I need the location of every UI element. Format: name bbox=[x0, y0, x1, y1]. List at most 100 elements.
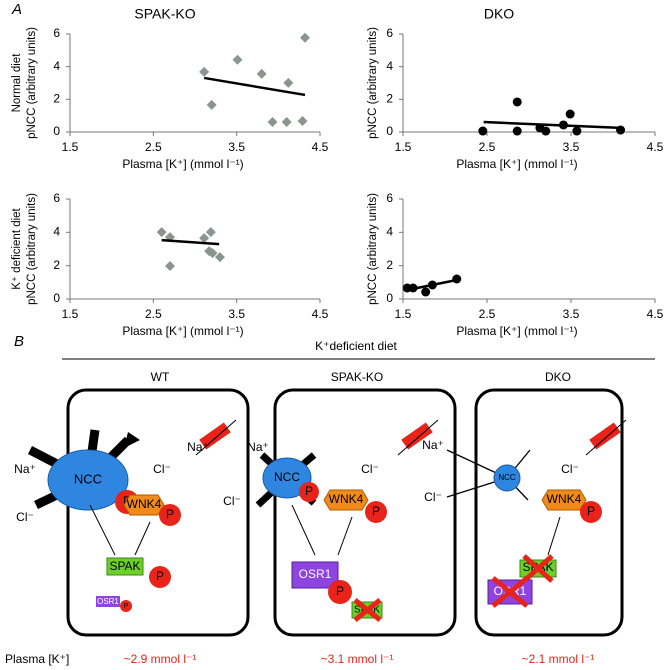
wnk4 bbox=[323, 489, 369, 511]
x-axis-label: Plasma [K⁺] (mmol l⁻¹) bbox=[122, 157, 243, 171]
x-tick-label: 4.5 bbox=[312, 140, 329, 154]
y-tick-label: 6 bbox=[53, 191, 60, 205]
point bbox=[572, 126, 582, 136]
trendline bbox=[203, 76, 306, 97]
x-tick-label: 1.5 bbox=[62, 307, 79, 321]
condition: K⁺deficient diet bbox=[315, 339, 397, 353]
x-tick-label: 1.5 bbox=[395, 307, 412, 321]
point bbox=[512, 126, 522, 136]
ion: Cl⁻ bbox=[361, 462, 379, 476]
point bbox=[300, 32, 310, 43]
wnk4 bbox=[123, 494, 165, 516]
y-axis-label: pNCC (arbitrary units) bbox=[367, 193, 379, 305]
wnk4 bbox=[541, 489, 587, 511]
protein-label: OSR1 bbox=[97, 597, 119, 606]
ion: Cl⁻ bbox=[424, 490, 442, 504]
point bbox=[215, 252, 225, 263]
x-tick-label: 2.5 bbox=[479, 140, 496, 154]
phospho bbox=[159, 504, 181, 526]
diagram: B K⁺deficient diet WT SPAK-KO DKO NCC P … bbox=[5, 333, 655, 666]
point bbox=[512, 97, 522, 107]
ion: Na⁺ bbox=[14, 462, 36, 476]
row-label: Plasma [K⁺] bbox=[5, 652, 69, 666]
cell bbox=[66, 388, 250, 637]
x-axis-label: Plasma [K⁺] (mmol l⁻¹) bbox=[122, 324, 243, 338]
x-tick-label: 3.5 bbox=[228, 307, 245, 321]
protein-label: NCC bbox=[274, 470, 300, 484]
plasma-k: ~2.9 mmol l⁻¹ bbox=[124, 652, 197, 666]
phospho bbox=[149, 566, 171, 588]
ion: Na⁺ bbox=[422, 438, 444, 452]
channel bbox=[199, 422, 231, 450]
protein-label: WNK4 bbox=[329, 492, 364, 506]
protein-label: NCC bbox=[74, 471, 102, 486]
ion: Cl⁻ bbox=[153, 462, 171, 476]
point bbox=[281, 117, 292, 128]
phospho bbox=[328, 580, 352, 604]
arrow bbox=[134, 521, 151, 556]
channel bbox=[589, 422, 621, 450]
arrow bbox=[547, 516, 561, 556]
arrow-head bbox=[124, 432, 140, 448]
point bbox=[256, 68, 267, 79]
arrow bbox=[195, 419, 237, 456]
y-tick-label: 4 bbox=[386, 59, 393, 73]
x-tick-label: 3.5 bbox=[563, 307, 580, 321]
y-axis-label: pNCC (arbitrary units) bbox=[26, 193, 38, 305]
phospho-label: P bbox=[587, 504, 595, 518]
trendline bbox=[406, 278, 458, 292]
osr1 bbox=[487, 579, 533, 605]
panel-label: B bbox=[14, 333, 24, 350]
x-tick-label: 4.5 bbox=[647, 307, 664, 321]
point bbox=[207, 248, 218, 259]
protein-label: NCC bbox=[498, 473, 516, 482]
spak bbox=[106, 557, 144, 576]
cell bbox=[273, 388, 457, 637]
ion: Cl⁻ bbox=[16, 510, 34, 524]
x-axis-label: Plasma [K⁺] (mmol l⁻¹) bbox=[456, 324, 577, 338]
row-label: Normal diet bbox=[11, 53, 23, 113]
ncc bbox=[493, 464, 521, 492]
knockout-cross bbox=[353, 598, 382, 622]
x-tick-label: 1.5 bbox=[395, 140, 412, 154]
cell bbox=[474, 388, 624, 637]
point bbox=[165, 261, 175, 271]
x-tick-label: 4.5 bbox=[312, 307, 329, 321]
x-tick-label: 3.5 bbox=[563, 140, 580, 154]
point bbox=[478, 126, 488, 136]
ncc bbox=[47, 449, 129, 511]
y-axis-label: pNCC (arbitrary units) bbox=[367, 27, 379, 139]
phospho-label: P bbox=[166, 507, 174, 521]
point bbox=[565, 109, 575, 119]
protein-label: OSR1 bbox=[299, 567, 332, 581]
point bbox=[199, 66, 210, 77]
ion: Cl⁻ bbox=[561, 462, 579, 476]
point bbox=[206, 99, 217, 110]
knockout-cross bbox=[522, 554, 554, 583]
y-axis-label: pNCC (arbitrary units) bbox=[26, 27, 38, 139]
x-tick-label: 2.5 bbox=[145, 140, 162, 154]
y-tick-label: 2 bbox=[386, 92, 393, 106]
y-tick-label: 4 bbox=[53, 225, 60, 239]
y-tick-label: 4 bbox=[53, 59, 60, 73]
ion: Na⁺ bbox=[187, 440, 209, 454]
y-tick-label: 6 bbox=[386, 191, 393, 205]
x-tick-label: 4.5 bbox=[647, 140, 664, 154]
column-title: SPAK-KO bbox=[331, 370, 383, 384]
osr1 bbox=[96, 596, 120, 607]
phospho-label: P bbox=[336, 584, 344, 598]
x-tick-label: 2.5 bbox=[479, 307, 496, 321]
y-tick-label: 0 bbox=[386, 124, 393, 138]
y-tick-label: 6 bbox=[386, 26, 393, 40]
charts: 0 2 4 6 1.5 2.5 3.5 4.5 SPAK-KO Plasma [K⁺] (mmol… bbox=[11, 6, 664, 338]
point bbox=[541, 126, 551, 136]
channel bbox=[401, 422, 433, 450]
point bbox=[452, 274, 462, 284]
phospho bbox=[120, 600, 132, 612]
chart-title: SPAK-KO bbox=[134, 6, 195, 22]
arrow bbox=[291, 504, 316, 556]
column-title: WT bbox=[151, 370, 170, 384]
knockout-cross bbox=[491, 576, 529, 608]
ion: Na⁺ bbox=[247, 440, 269, 454]
